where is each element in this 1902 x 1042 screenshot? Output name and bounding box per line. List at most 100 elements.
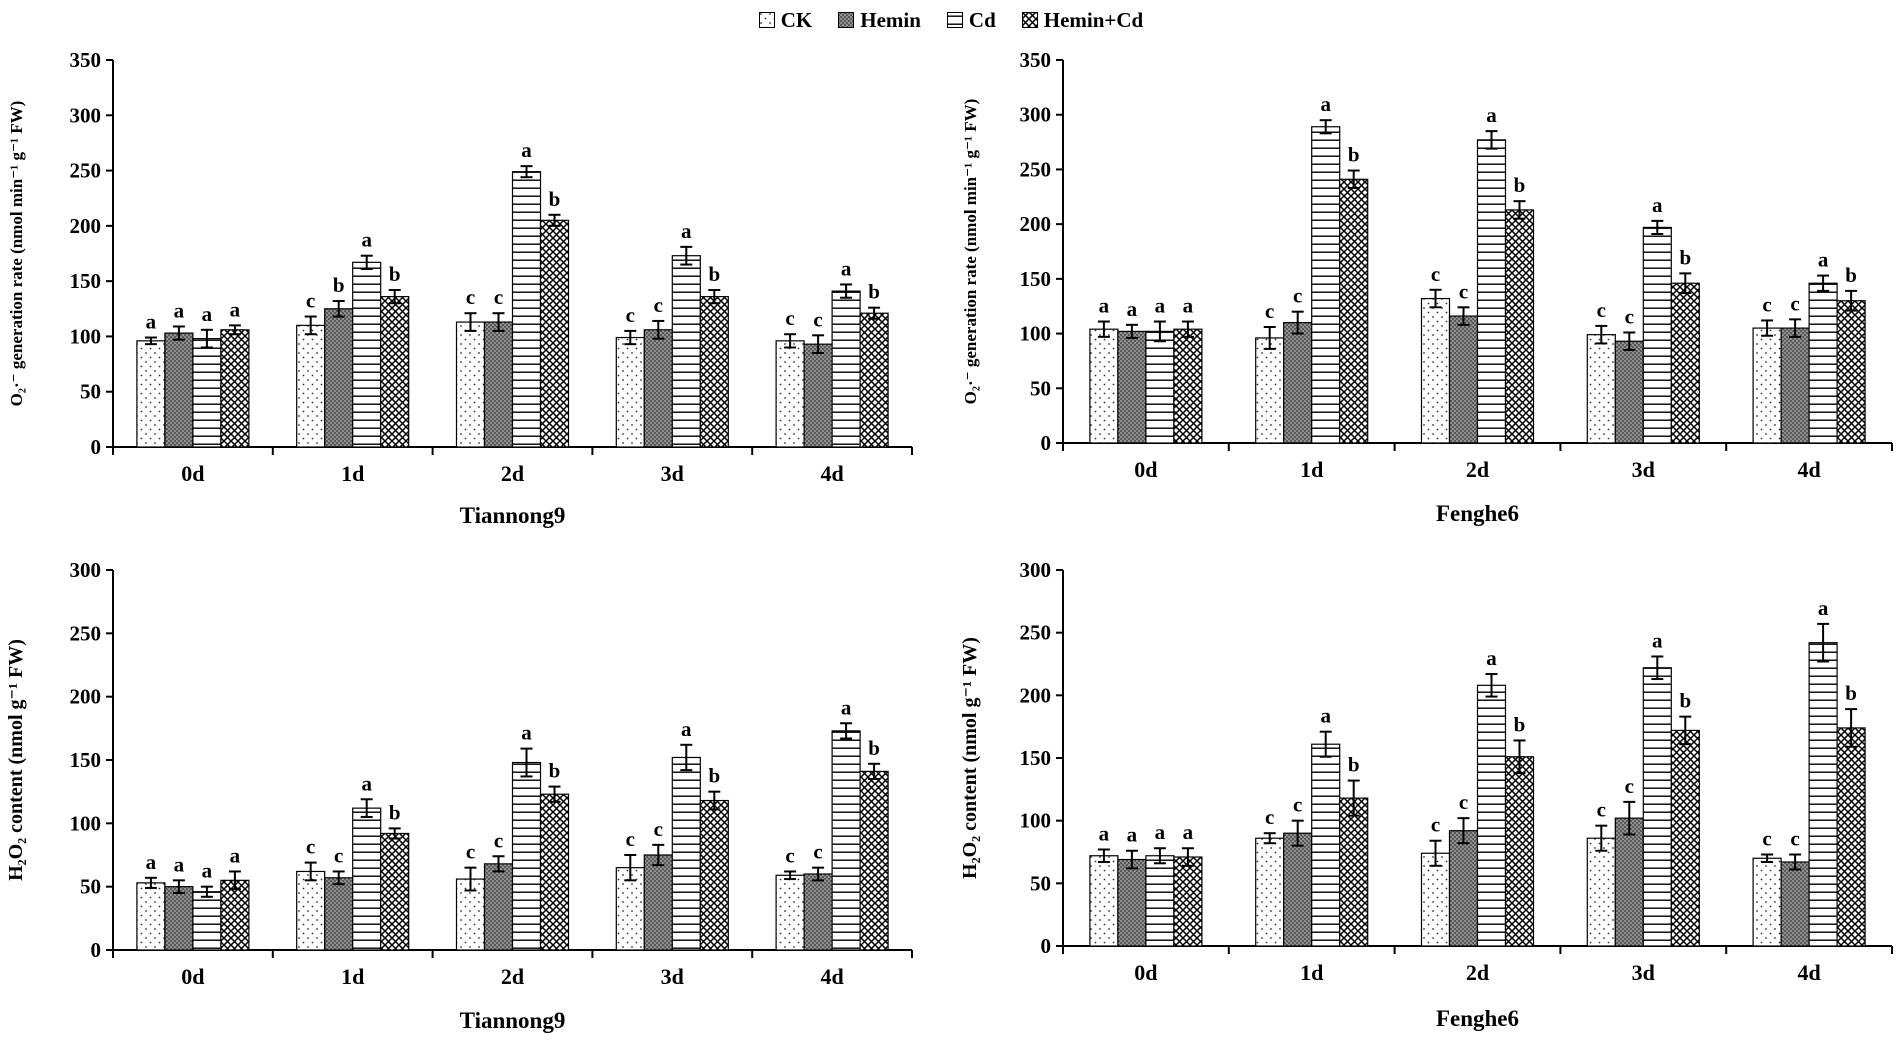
bar-cd-1d xyxy=(352,807,382,951)
x-tick-label: 0d xyxy=(1134,457,1157,482)
significance-letter: c xyxy=(1293,284,1302,308)
bar-hemin-0d xyxy=(164,886,194,951)
y-tick-label: 300 xyxy=(1020,103,1052,127)
bar-hemin-3d xyxy=(643,854,673,951)
significance-letter: c xyxy=(1293,793,1302,817)
significance-letter: b xyxy=(333,273,345,297)
bar-ck-1d xyxy=(1255,337,1285,444)
x-tick-label: 3d xyxy=(661,964,684,989)
y-tick-label: 200 xyxy=(1020,212,1052,236)
y-tick-label: 350 xyxy=(70,48,102,72)
bar-hemin-cd-4d xyxy=(1836,300,1866,444)
significance-letter: a xyxy=(1099,821,1110,845)
significance-letter: b xyxy=(389,800,401,824)
x-tick-label: 2d xyxy=(1466,960,1489,985)
bar-hemin-cd-2d xyxy=(1504,756,1535,947)
legend-swatch-ck xyxy=(758,12,775,28)
x-tick-label: 0d xyxy=(181,461,204,486)
bar-ck-3d xyxy=(615,867,645,951)
significance-letter: a xyxy=(1099,294,1110,318)
significance-letter: c xyxy=(626,303,635,327)
significance-letter: c xyxy=(1459,790,1468,814)
bar-hemin-cd-0d xyxy=(220,879,250,951)
bar-hemin-3d xyxy=(643,329,673,448)
bar-ck-2d xyxy=(455,321,486,448)
y-tick-label: 250 xyxy=(1020,157,1052,181)
significance-letter: c xyxy=(1790,827,1799,851)
legend-swatch-hemin xyxy=(838,12,855,28)
significance-letter: b xyxy=(1679,245,1691,269)
y-tick-label: 300 xyxy=(1020,558,1052,582)
x-axis-label: Tiannong9 xyxy=(460,503,566,528)
significance-letter: c xyxy=(1431,262,1440,286)
x-tick-label: 4d xyxy=(820,461,843,486)
significance-letter: c xyxy=(785,843,794,867)
bar-hemin-cd-2d xyxy=(539,793,570,951)
x-tick-label: 0d xyxy=(181,964,204,989)
legend-label-ck: CK xyxy=(780,7,813,32)
bar-hemin-2d xyxy=(483,863,514,951)
bar-ck-3d xyxy=(1586,334,1616,444)
significance-letter: c xyxy=(306,289,315,313)
bar-hemin-cd-3d xyxy=(699,799,729,951)
significance-letter: b xyxy=(1514,173,1526,197)
bar-hemin-3d xyxy=(1614,817,1644,947)
significance-letter: b xyxy=(1348,753,1360,777)
bar-cd-1d xyxy=(352,261,382,448)
legend-item-hemin: Hemin xyxy=(838,8,921,33)
significance-letter: a xyxy=(1320,704,1331,728)
legend-swatch-cd xyxy=(946,12,963,28)
bar-cd-4d xyxy=(831,730,861,951)
bar-ck-3d xyxy=(1586,837,1616,947)
significance-letter: a xyxy=(146,310,157,334)
significance-letter: c xyxy=(654,293,663,317)
bar-ck-1d xyxy=(1255,837,1285,947)
bar-ck-3d xyxy=(615,336,645,448)
significance-letter: c xyxy=(334,843,343,867)
significance-letter: c xyxy=(1597,298,1606,322)
significance-letter: c xyxy=(306,835,315,859)
bar-ck-0d xyxy=(136,882,166,951)
significance-letter: a xyxy=(1183,294,1194,318)
significance-letter: a xyxy=(1155,294,1166,318)
significance-letter: b xyxy=(1845,263,1857,287)
bar-hemin-0d xyxy=(1117,330,1147,444)
y-tick-label: 100 xyxy=(70,811,102,835)
bar-ck-0d xyxy=(1089,328,1119,444)
x-tick-label: 1d xyxy=(1300,457,1323,482)
significance-letter: c xyxy=(1625,774,1634,798)
significance-letter: a xyxy=(841,256,852,280)
legend: CK Hemin Cd Hemin+Cd xyxy=(0,4,1902,36)
significance-letter: b xyxy=(549,759,561,783)
legend-item-cd: Cd xyxy=(946,7,996,33)
significance-letter: a xyxy=(1818,248,1829,272)
bar-hemin-cd-3d xyxy=(1670,729,1700,947)
significance-letter: c xyxy=(466,285,475,309)
y-tick-label: 350 xyxy=(1020,48,1052,72)
bar-hemin-cd-1d xyxy=(380,832,410,951)
x-axis-label: Fenghe6 xyxy=(1436,501,1519,526)
x-tick-label: 1d xyxy=(341,461,364,486)
legend-label-hemin-cd: Hemin+Cd xyxy=(1043,7,1144,32)
bar-cd-2d xyxy=(511,761,542,951)
significance-letter: c xyxy=(813,840,822,864)
y-tick-label: 0 xyxy=(1041,431,1052,455)
y-tick-label: 50 xyxy=(1030,376,1051,400)
bar-cd-3d xyxy=(1642,667,1672,947)
bar-hemin-cd-3d xyxy=(699,296,729,448)
bar-hemin-cd-4d xyxy=(859,770,889,951)
bar-ck-2d xyxy=(1420,852,1451,947)
y-tick-label: 250 xyxy=(70,159,102,183)
significance-letter: a xyxy=(202,302,213,326)
bar-hemin-0d xyxy=(164,332,194,448)
bar-cd-1d xyxy=(1311,743,1341,947)
significance-letter: c xyxy=(1762,292,1771,316)
bar-cd-1d xyxy=(1311,126,1341,444)
significance-letter: a xyxy=(521,138,532,162)
bar-ck-1d xyxy=(296,870,326,951)
significance-letter: c xyxy=(1431,813,1440,837)
significance-letter: c xyxy=(785,306,794,330)
bar-hemin-cd-1d xyxy=(1339,797,1369,947)
legend-label-cd: Cd xyxy=(968,7,996,32)
